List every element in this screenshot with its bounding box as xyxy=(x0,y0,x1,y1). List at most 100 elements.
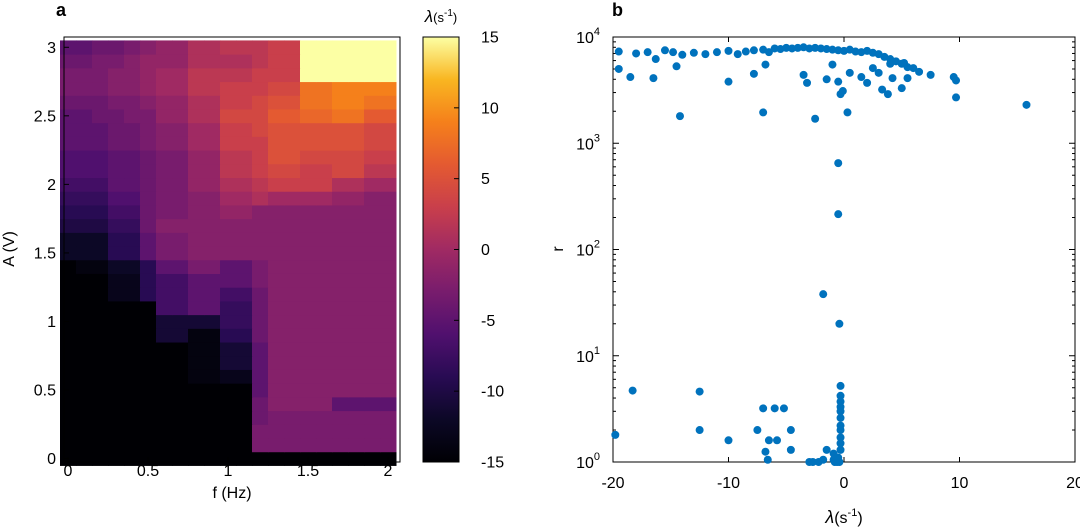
heatmap-cell xyxy=(172,328,189,343)
heatmap-cell xyxy=(300,136,317,151)
heatmap-cell xyxy=(172,314,189,329)
heatmap-cell xyxy=(268,328,285,343)
scatter-point xyxy=(701,50,710,59)
heatmap-cell xyxy=(268,383,285,398)
heatmap-cell xyxy=(268,67,285,83)
heatmap-cell xyxy=(188,67,205,83)
heatmap-cell xyxy=(204,355,221,370)
heatmap-cell xyxy=(236,81,253,96)
heatmap-cell xyxy=(60,81,77,96)
heatmap-cell xyxy=(252,451,269,466)
heatmap-cell xyxy=(108,95,125,110)
heatmap-cell xyxy=(316,218,333,233)
heatmap-cell xyxy=(92,259,109,274)
heatmap-cell xyxy=(268,369,285,384)
heatmap-cell xyxy=(124,383,141,398)
heatmap-cell xyxy=(188,273,205,288)
heatmap-cell xyxy=(300,81,317,96)
heatmap-cell xyxy=(332,287,349,302)
heatmap-cell xyxy=(140,54,157,69)
heatmap-cell xyxy=(268,150,285,165)
heatmap-cell xyxy=(108,177,125,192)
heatmap-cell xyxy=(236,246,253,261)
heatmap-cell xyxy=(76,54,93,69)
heatmap-cell xyxy=(204,342,221,357)
heatmap-cell xyxy=(188,383,205,398)
heatmap-cell xyxy=(76,259,93,274)
scatter-y-tick-label: 103 xyxy=(576,132,600,153)
heatmap-cell xyxy=(204,232,221,247)
heatmap-cell xyxy=(108,40,125,55)
scatter-point xyxy=(863,78,872,87)
heatmap-cell xyxy=(364,410,381,425)
heatmap-cell xyxy=(60,438,77,453)
scatter-point xyxy=(857,73,866,82)
heatmap-cell xyxy=(284,150,301,165)
heatmap-cell xyxy=(380,342,397,357)
heatmap-cell xyxy=(204,163,221,179)
heatmap-cell xyxy=(300,163,317,179)
heatmap-cell xyxy=(220,95,237,110)
heatmap-cell xyxy=(284,246,301,261)
heatmap-cell xyxy=(156,150,173,165)
heatmap-cell xyxy=(204,369,221,384)
heatmap-cell xyxy=(236,177,253,192)
colorbar-ticks: 15 10 5 0 -5 -10 -15 xyxy=(454,30,504,472)
colorbar-label: λ(s-1) xyxy=(424,7,457,26)
scatter-point xyxy=(835,319,844,328)
scatter-point xyxy=(786,445,795,454)
heatmap-cell xyxy=(332,81,349,96)
colorbar-label-unit: (s xyxy=(433,10,444,25)
heatmap-cell xyxy=(124,54,141,69)
heatmap-cell xyxy=(108,246,125,261)
scatter-point xyxy=(836,391,845,400)
scatter-point xyxy=(952,93,961,102)
heatmap-cell xyxy=(332,191,349,206)
heatmap-cell xyxy=(172,246,189,261)
heatmap-cell xyxy=(220,54,237,69)
heatmap-y-tick-label: 1.5 xyxy=(34,245,56,262)
heatmap-cell xyxy=(300,410,317,425)
scatter-point xyxy=(741,47,750,56)
heatmap-cell xyxy=(220,218,237,233)
heatmap-cell xyxy=(204,438,221,453)
heatmap-cell xyxy=(124,191,141,206)
scatter-point xyxy=(903,74,912,83)
heatmap-cell xyxy=(284,204,301,220)
scatter-point xyxy=(628,386,637,395)
heatmap-cell xyxy=(108,424,125,439)
heatmap-cell xyxy=(124,136,141,151)
heatmap-cell xyxy=(188,232,205,247)
heatmap-cell xyxy=(268,108,285,124)
heatmap-cell xyxy=(364,287,381,302)
colorbar xyxy=(422,36,460,463)
heatmap-cell xyxy=(236,342,253,357)
heatmap-cell xyxy=(284,383,301,398)
heatmap-cell xyxy=(380,95,397,110)
heatmap-cell xyxy=(332,328,349,343)
heatmap-cell xyxy=(364,95,381,110)
heatmap-cell xyxy=(364,40,381,55)
heatmap-cell xyxy=(60,67,77,83)
heatmap-cell xyxy=(332,232,349,247)
heatmap-cell xyxy=(188,95,205,110)
heatmap-cell xyxy=(332,273,349,288)
heatmap-cell xyxy=(236,40,253,55)
heatmap-cell xyxy=(204,191,221,206)
scatter-y-tick-exp: 3 xyxy=(594,132,600,144)
heatmap-cell xyxy=(188,410,205,425)
heatmap-cell xyxy=(380,150,397,165)
heatmap-cell xyxy=(188,122,205,137)
heatmap-cell xyxy=(348,177,365,192)
heatmap-cell xyxy=(348,204,365,220)
heatmap-cell xyxy=(76,81,93,96)
heatmap-cell xyxy=(220,163,237,179)
heatmap-cell xyxy=(60,218,77,233)
heatmap-cell xyxy=(380,122,397,137)
scatter-point xyxy=(764,48,773,57)
scatter-point xyxy=(763,455,772,464)
heatmap-cell xyxy=(316,54,333,69)
heatmap-cell xyxy=(364,81,381,96)
heatmap-cell xyxy=(300,95,317,110)
heatmap-cell xyxy=(348,314,365,329)
